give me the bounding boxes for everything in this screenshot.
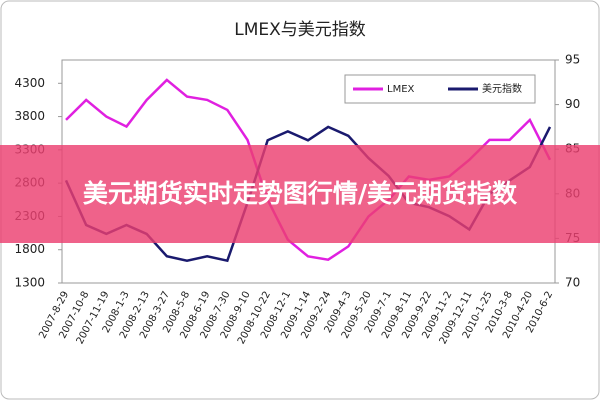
y2-tick-label: 90 [565,97,580,111]
chart-title: LMEX与美元指数 [234,20,366,40]
y-tick-label: 4300 [14,76,45,90]
y2-tick-label: 95 [565,53,580,67]
banner-text: 美元期货实时走势图行情/美元期货指数 [82,179,518,208]
y-tick-label: 1800 [14,242,45,256]
banner: 美元期货实时走势图行情/美元期货指数 [0,145,600,243]
legend-label: LMEX [387,84,415,95]
y-tick-label: 1300 [14,276,45,290]
y2-tick-label: 70 [565,276,580,290]
legend-label: 美元指数 [482,82,522,95]
y-tick-label: 3800 [14,109,45,123]
